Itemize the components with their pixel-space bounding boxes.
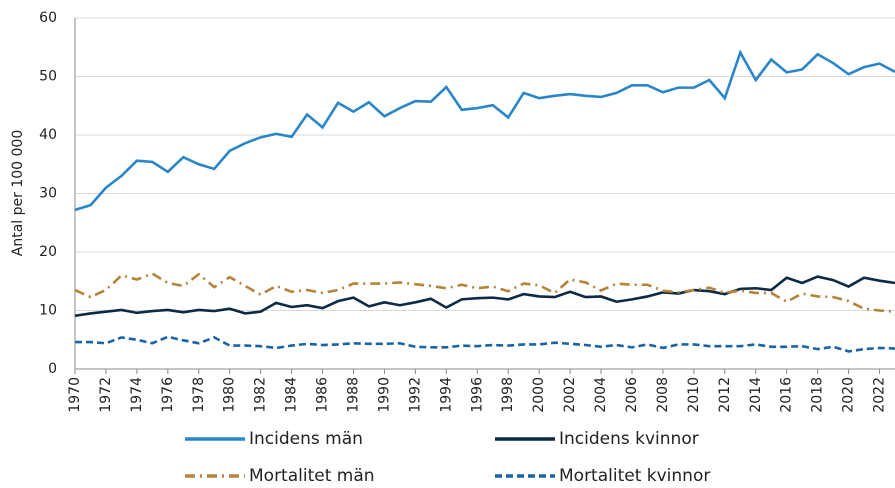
x-tick-label: 2008 xyxy=(655,377,671,413)
x-tick-label: 2018 xyxy=(810,377,826,413)
x-tick-label: 1990 xyxy=(376,377,392,413)
x-tick-label: 1978 xyxy=(191,377,207,413)
x-tick-label: 1998 xyxy=(500,377,516,413)
x-tick-label: 1976 xyxy=(160,377,176,413)
x-tick-label: 2020 xyxy=(841,377,857,413)
legend-label: Incidens män xyxy=(249,429,363,449)
y-tick-label: 10 xyxy=(39,303,57,319)
x-tick-label: 2016 xyxy=(779,377,795,413)
y-tick-label: 60 xyxy=(39,10,57,26)
x-tick-label: 2006 xyxy=(624,377,640,413)
x-tick-label: 1982 xyxy=(253,377,269,413)
x-tick-label: 1988 xyxy=(345,377,361,413)
x-tick-label: 2012 xyxy=(717,377,733,413)
y-axis-label: Antal per 100 000 xyxy=(10,130,26,256)
legend-label: Mortalitet kvinnor xyxy=(559,466,710,486)
legend-label: Incidens kvinnor xyxy=(559,429,699,449)
y-tick-label: 0 xyxy=(48,361,57,377)
x-tick-label: 1994 xyxy=(438,377,454,413)
x-tick-label: 2004 xyxy=(593,377,609,413)
series-line xyxy=(74,49,895,212)
x-tick-label: 1984 xyxy=(284,377,300,413)
x-tick-label: 1980 xyxy=(222,377,238,413)
legend-label: Mortalitet män xyxy=(249,466,375,486)
x-tick-label: 1972 xyxy=(98,377,114,413)
x-tick-label: 2022 xyxy=(872,377,888,413)
y-tick-label: 40 xyxy=(39,127,57,143)
y-tick-label: 20 xyxy=(39,244,57,260)
y-tick-label: 30 xyxy=(39,186,57,202)
series-line xyxy=(74,272,895,313)
x-tick-label: 1974 xyxy=(129,377,145,413)
x-tick-label: 2014 xyxy=(748,377,764,413)
y-tick-label: 50 xyxy=(39,69,57,85)
x-tick-label: 1992 xyxy=(407,377,423,413)
x-tick-label: 2000 xyxy=(531,377,547,413)
x-tick-label: 2002 xyxy=(562,377,578,413)
series-line xyxy=(74,275,895,318)
x-tick-label: 1986 xyxy=(315,377,331,413)
x-tick-label: 2010 xyxy=(686,377,702,413)
series-line xyxy=(75,335,895,353)
x-tick-label: 1970 xyxy=(67,377,83,413)
x-tick-label: 1996 xyxy=(469,377,485,413)
